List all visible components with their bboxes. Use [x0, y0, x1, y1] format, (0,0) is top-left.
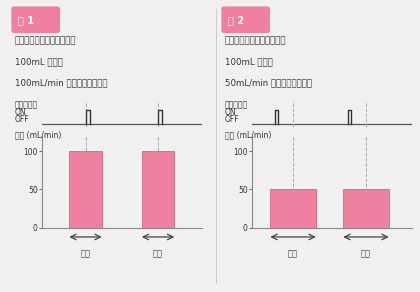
- Text: １回のパルス信号に対して: １回のパルス信号に対して: [225, 36, 286, 46]
- Text: OFF: OFF: [225, 115, 239, 124]
- Text: 50mL/min の流量で吐出する: 50mL/min の流量で吐出する: [225, 79, 312, 88]
- Text: ON: ON: [15, 108, 26, 117]
- Text: パルス信号: パルス信号: [225, 101, 248, 110]
- Text: １分: １分: [153, 250, 163, 259]
- Text: 流量 (mL/min): 流量 (mL/min): [225, 130, 271, 139]
- Text: パルス信号: パルス信号: [15, 101, 38, 110]
- Text: OFF: OFF: [15, 115, 29, 124]
- Text: ON: ON: [225, 108, 236, 117]
- Text: 例 1: 例 1: [18, 15, 34, 25]
- Text: 100mL/min の流量で吐出する: 100mL/min の流量で吐出する: [15, 79, 107, 88]
- Text: 100mL の液を: 100mL の液を: [225, 58, 273, 67]
- Text: ２分: ２分: [361, 250, 371, 259]
- Text: 100mL の液を: 100mL の液を: [15, 58, 63, 67]
- Text: 流量 (mL/min): 流量 (mL/min): [15, 130, 61, 139]
- Text: ２分: ２分: [288, 250, 298, 259]
- Text: 例 2: 例 2: [228, 15, 244, 25]
- Bar: [69, 151, 102, 228]
- Text: １分: １分: [81, 250, 91, 259]
- Bar: [142, 151, 174, 228]
- Bar: [270, 190, 316, 228]
- Bar: [343, 190, 389, 228]
- Text: １回のパルス信号に対して: １回のパルス信号に対して: [15, 36, 76, 46]
